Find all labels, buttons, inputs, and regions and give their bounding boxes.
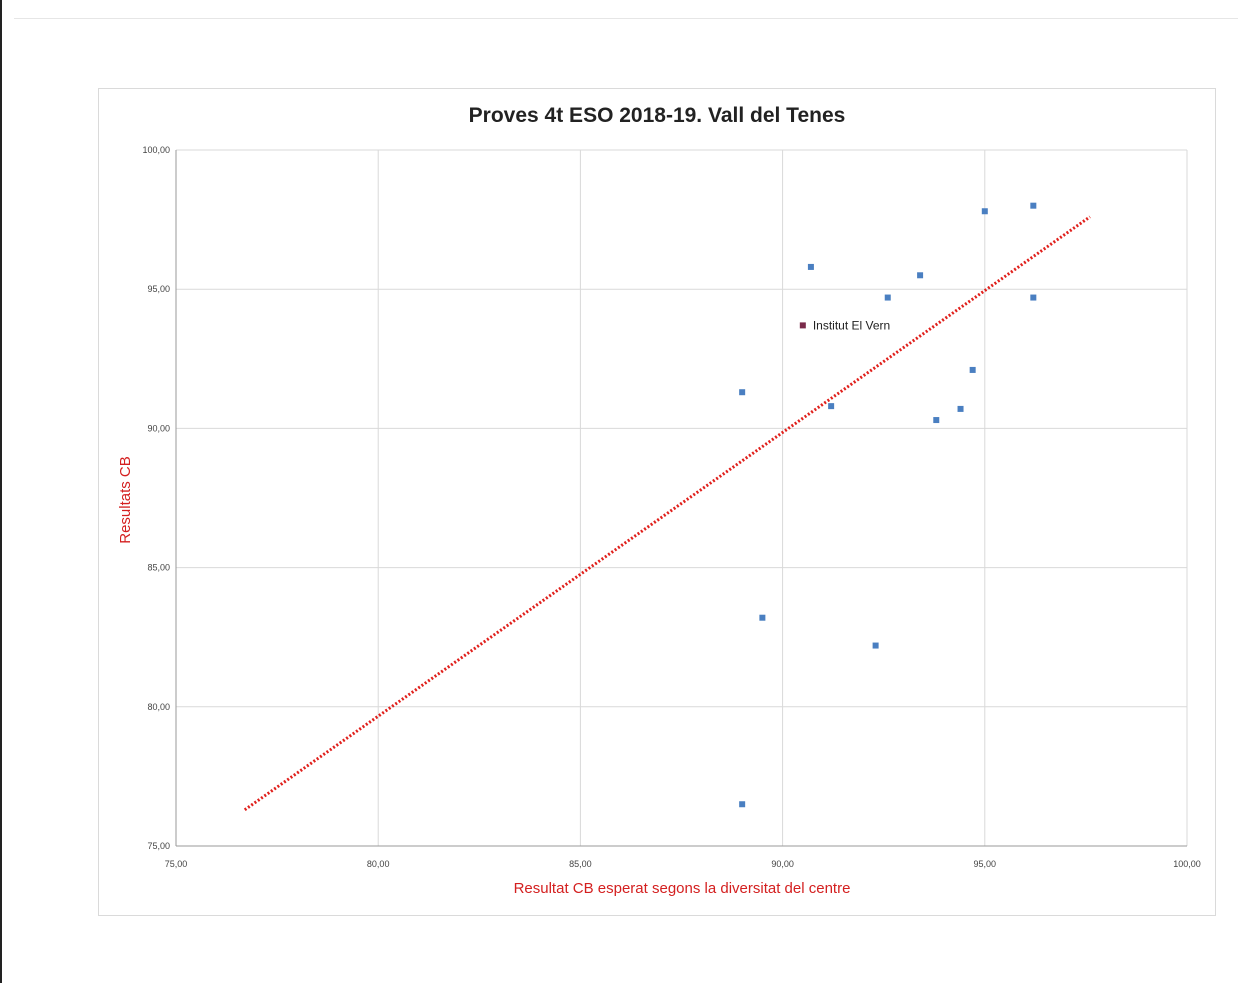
data-point-highlight	[799, 322, 806, 329]
x-axis-label: Resultat CB esperat segons la diversitat…	[514, 880, 851, 897]
trendline	[243, 215, 1091, 812]
data-point	[739, 389, 746, 396]
chart-title: Proves 4t ESO 2018-19. Vall del Tenes	[469, 104, 846, 127]
x-tick-labels: 75,00 80,00 85,00 90,00 95,00 100,00	[165, 859, 1201, 869]
data-point	[828, 403, 835, 410]
data-point	[1030, 294, 1037, 301]
data-point	[739, 801, 746, 808]
x-tick-label: 95,00	[974, 859, 997, 869]
data-point	[981, 208, 988, 215]
data-point	[759, 614, 766, 621]
data-points: Institut El Vern	[739, 202, 1037, 808]
x-tick-label: 80,00	[367, 859, 390, 869]
y-tick-label: 95,00	[147, 284, 170, 294]
y-tick-label: 85,00	[147, 563, 170, 573]
axes	[175, 150, 1187, 847]
chart-panel	[98, 88, 1216, 916]
x-tick-label: 100,00	[1173, 859, 1201, 869]
y-tick-label: 90,00	[147, 423, 170, 433]
data-point	[884, 294, 891, 301]
trendline-group	[243, 215, 1091, 812]
data-point	[807, 263, 814, 270]
x-tick-label: 90,00	[771, 859, 794, 869]
data-point	[917, 272, 924, 279]
data-point	[872, 642, 879, 649]
grid-lines	[176, 149, 1188, 846]
y-axis-label: Resultats CB	[117, 456, 134, 544]
data-point	[969, 366, 976, 373]
data-point	[957, 405, 964, 412]
data-point-label: Institut El Vern	[813, 318, 890, 332]
x-tick-label: 75,00	[165, 859, 188, 869]
y-tick-label: 80,00	[147, 702, 170, 712]
y-tick-label: 75,00	[147, 841, 170, 851]
y-tick-label: 100,00	[142, 145, 170, 155]
y-tick-labels: 75,00 80,00 85,00 90,00 95,00 100,00	[142, 145, 170, 851]
data-point	[933, 417, 940, 424]
top-rule	[14, 18, 1238, 19]
x-tick-label: 85,00	[569, 859, 592, 869]
data-point	[1030, 202, 1037, 209]
